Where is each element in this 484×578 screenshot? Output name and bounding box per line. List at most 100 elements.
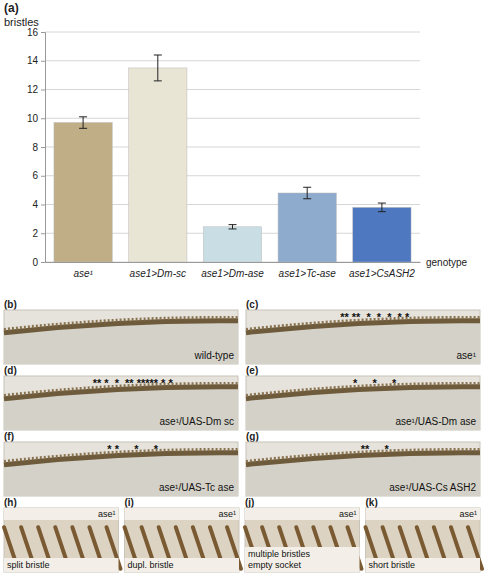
x-tick-label: ase1>Tc-ase <box>279 268 337 279</box>
panel-label: ase¹/UAS-Tc ase <box>159 482 234 493</box>
defect-asterisks: * * * * <box>107 443 158 455</box>
y-tick: 6 <box>32 170 45 181</box>
y-tick-label: 2 <box>32 228 38 239</box>
label-patch <box>366 558 481 572</box>
error-bar <box>303 187 311 199</box>
photo-background <box>4 442 238 496</box>
y-axis: 0246810121416 <box>27 27 46 268</box>
panel-genotype: ase¹ <box>218 509 236 519</box>
x-tick-label: ase1>Dm-sc <box>130 268 186 279</box>
panel-letter: (i) <box>125 497 134 508</box>
y-tick: 8 <box>32 142 45 153</box>
wing-photo: ** ** * * * * *ase¹ <box>246 310 480 364</box>
photo-background <box>125 508 240 572</box>
bar <box>278 193 336 262</box>
panel-letter: (a) <box>4 1 19 15</box>
label-patch <box>4 508 119 520</box>
error-bar-stem <box>381 203 382 212</box>
label-patch <box>125 558 240 572</box>
panel-label: multiple bristles <box>248 549 311 559</box>
error-bar <box>154 55 162 81</box>
panel-letter: (j) <box>245 497 254 508</box>
x-axis-title: genotype <box>426 257 468 268</box>
photo-background <box>366 508 481 572</box>
wing-photo: * * *ase¹/UAS-Dm ase <box>246 376 480 430</box>
error-bar-cap <box>79 116 87 117</box>
bar <box>203 227 261 262</box>
y-tick-mark <box>41 176 45 177</box>
label-patch <box>245 508 360 520</box>
wing-blade <box>246 453 480 496</box>
photo-background <box>4 310 238 364</box>
wing-blade <box>246 387 480 430</box>
panel-letter: (f) <box>4 431 14 442</box>
y-tick-mark <box>41 147 45 148</box>
wing-photo: wild-type <box>4 310 238 364</box>
bristle-photo: split bristlease¹ <box>4 508 121 572</box>
y-tick-mark <box>41 233 45 234</box>
y-tick: 4 <box>32 199 45 210</box>
label-patch <box>245 547 360 572</box>
x-tick: ase¹ <box>73 262 93 279</box>
photo-background <box>246 442 480 496</box>
y-axis-line <box>41 33 46 263</box>
panel-label: dupl. bristle <box>128 560 174 570</box>
x-axis-line <box>46 262 421 263</box>
grid-line <box>45 60 420 61</box>
bar <box>129 68 187 262</box>
bars <box>54 55 411 262</box>
panel-letter: (h) <box>4 497 17 508</box>
y-tick-mark <box>41 61 45 62</box>
wing-margin <box>4 321 238 333</box>
bar <box>54 123 112 262</box>
photo-background <box>4 376 238 430</box>
y-tick: 0 <box>32 257 45 268</box>
photo-background <box>246 376 480 430</box>
error-bar-stem <box>307 187 308 199</box>
error-bar-cap <box>154 80 162 81</box>
x-tick: ase1>Dm-sc <box>130 262 186 279</box>
x-tick-label: ase1>Dm-ase <box>201 268 264 279</box>
x-tick-label: ase1>CsASH2 <box>349 268 415 279</box>
figure: (a)bristlesgenotype0246810121416ase¹ase1… <box>0 0 484 578</box>
x-tick-label: ase¹ <box>73 268 93 279</box>
defect-asterisks: ** * <box>361 443 390 455</box>
wing-blade <box>4 387 238 430</box>
error-bar-cap <box>303 198 311 199</box>
error-bar <box>378 203 386 212</box>
panel-letter: (e) <box>246 365 258 376</box>
panel-genotype: ase¹ <box>459 509 477 519</box>
y-tick: 16 <box>27 27 45 38</box>
photo-background <box>245 508 360 572</box>
panel-label: wild-type <box>194 350 235 361</box>
error-bar <box>229 225 237 229</box>
panel-genotype: ase¹ <box>98 509 116 519</box>
y-tick-mark <box>41 262 45 263</box>
wing-blade <box>4 321 238 364</box>
bristle-photo: multiple bristlesempty socketase¹ <box>245 508 362 572</box>
y-tick-label: 16 <box>27 27 39 38</box>
label-patch <box>366 508 481 520</box>
y-tick-mark <box>41 205 45 206</box>
error-bar-cap <box>378 211 386 212</box>
bristle-photo: dupl. bristle ase¹ <box>125 508 242 572</box>
panel-label: ase¹/UAS-Dm sc <box>160 416 234 427</box>
photo-background <box>4 508 119 572</box>
y-tick-label: 14 <box>27 55 39 66</box>
error-bar-cap <box>229 228 237 229</box>
label-patch <box>125 508 240 520</box>
panel-letter: (b) <box>4 299 17 310</box>
panel-letter: (k) <box>366 497 378 508</box>
error-bar-cap <box>154 55 162 56</box>
x-tick: ase1>Tc-ase <box>279 262 337 279</box>
bristle-photo: short bristle ase¹ <box>366 508 483 572</box>
y-tick-label: 10 <box>27 113 39 124</box>
panel-label: short bristle <box>369 560 416 570</box>
y-tick: 14 <box>27 55 45 66</box>
wing-photo: ** * * ** ***** * *ase¹/UAS-Dm sc <box>4 376 238 430</box>
x-axis: ase¹ ase1>Dm-sc ase1>Dm-ase ase1>Tc-ase ase1… <box>46 262 421 279</box>
error-bar-cap <box>79 128 87 129</box>
error-bar-stem <box>157 55 158 81</box>
panel-label: ase¹ <box>457 350 477 361</box>
y-tick-label: 4 <box>32 199 38 210</box>
